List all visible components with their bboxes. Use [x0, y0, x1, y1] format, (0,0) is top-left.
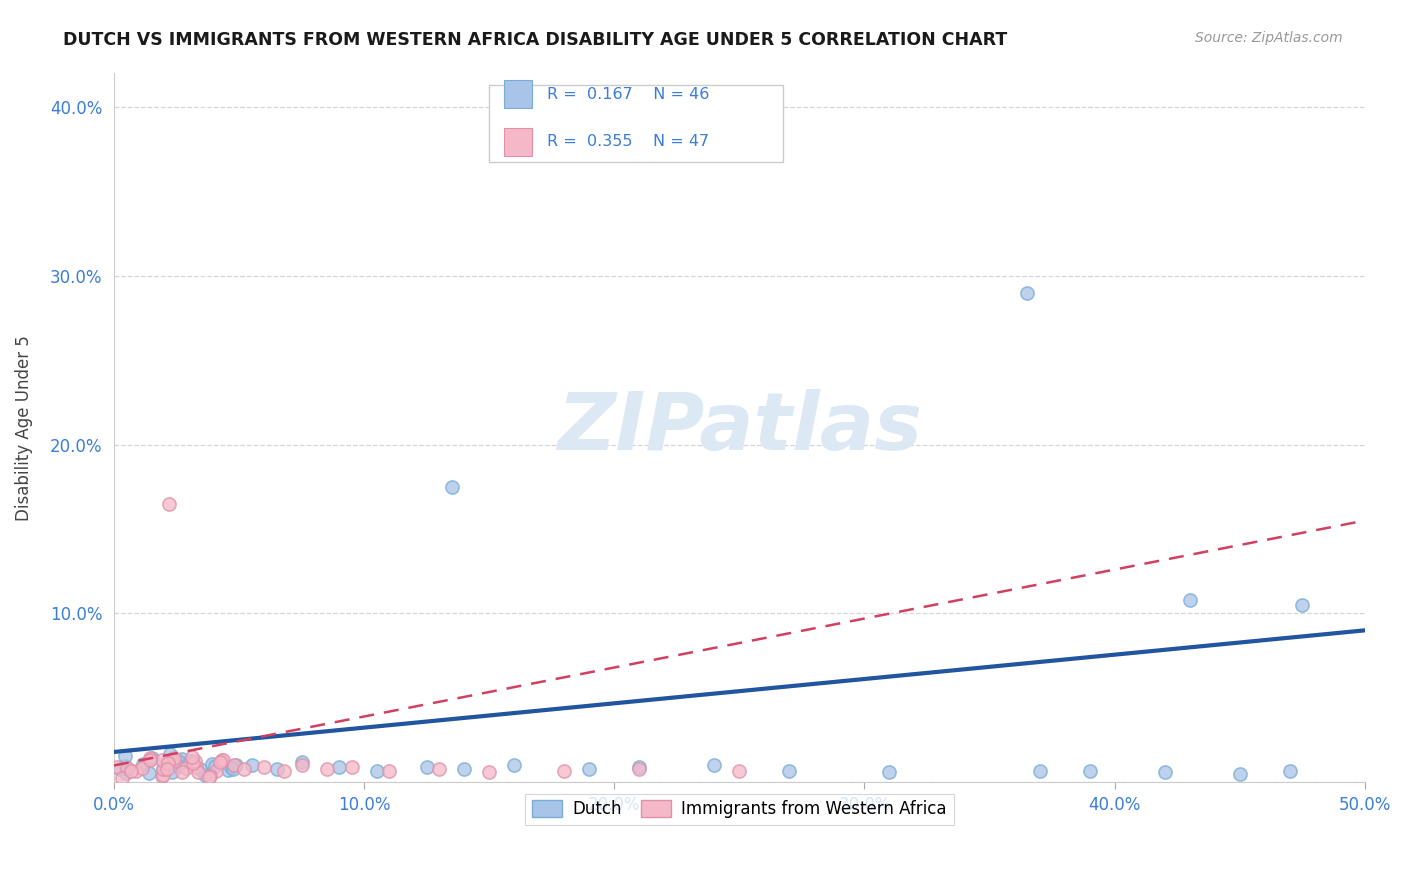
- Point: [150, 753, 173, 767]
- Point: [225, 757, 247, 772]
- Point: [291, 758, 314, 772]
- Point: [328, 760, 350, 774]
- Point: [291, 755, 314, 769]
- Text: Source: ZipAtlas.com: Source: ZipAtlas.com: [1195, 31, 1343, 45]
- Point: [198, 768, 221, 782]
- Point: [138, 766, 160, 780]
- Point: [222, 762, 245, 776]
- Point: [105, 759, 128, 773]
- Point: [233, 762, 256, 776]
- Point: [114, 759, 136, 773]
- Point: [167, 754, 190, 768]
- Point: [114, 765, 136, 780]
- Point: [111, 771, 134, 785]
- Point: [183, 754, 205, 768]
- Point: [453, 762, 475, 776]
- Point: [139, 753, 162, 767]
- FancyBboxPatch shape: [505, 128, 531, 156]
- Point: [152, 768, 174, 782]
- Point: [159, 747, 181, 762]
- Point: [209, 755, 232, 769]
- Point: [1229, 767, 1251, 781]
- Point: [157, 497, 180, 511]
- Point: [222, 758, 245, 772]
- Point: [628, 762, 651, 776]
- Point: [198, 770, 221, 784]
- Point: [152, 762, 174, 776]
- Point: [152, 762, 174, 776]
- Point: [553, 764, 575, 778]
- Point: [160, 764, 183, 779]
- Point: [1278, 764, 1301, 778]
- Point: [141, 751, 163, 765]
- Point: [131, 756, 153, 771]
- Point: [125, 764, 148, 779]
- Point: [204, 759, 226, 773]
- FancyBboxPatch shape: [505, 80, 531, 109]
- Legend: Dutch, Immigrants from Western Africa: Dutch, Immigrants from Western Africa: [526, 794, 953, 825]
- Point: [114, 749, 136, 764]
- Point: [201, 757, 224, 772]
- Point: [139, 751, 162, 765]
- Point: [217, 764, 239, 778]
- Point: [163, 754, 186, 768]
- Point: [1017, 285, 1039, 300]
- Point: [150, 769, 173, 783]
- Point: [503, 758, 526, 772]
- Text: R =  0.355    N = 47: R = 0.355 N = 47: [547, 135, 709, 149]
- Point: [1178, 593, 1201, 607]
- Point: [366, 764, 388, 778]
- Point: [194, 768, 217, 782]
- Text: ZIPatlas: ZIPatlas: [557, 389, 922, 467]
- FancyBboxPatch shape: [489, 85, 783, 161]
- Point: [703, 758, 725, 772]
- Point: [180, 749, 202, 764]
- Point: [188, 762, 211, 776]
- Point: [219, 760, 242, 774]
- Point: [172, 752, 194, 766]
- Point: [211, 753, 233, 767]
- Point: [1291, 598, 1313, 612]
- Point: [340, 760, 363, 774]
- Point: [478, 765, 501, 780]
- Point: [205, 764, 228, 778]
- Point: [184, 760, 207, 774]
- Point: [120, 764, 142, 778]
- Point: [240, 758, 263, 772]
- Text: R =  0.167    N = 46: R = 0.167 N = 46: [547, 87, 709, 102]
- Point: [1078, 764, 1101, 778]
- Point: [266, 762, 288, 776]
- Point: [415, 760, 437, 774]
- Point: [115, 761, 138, 775]
- Point: [728, 764, 751, 778]
- Point: [157, 756, 180, 771]
- Y-axis label: Disability Age Under 5: Disability Age Under 5: [15, 334, 32, 521]
- Point: [378, 764, 401, 778]
- Point: [879, 765, 901, 780]
- Point: [427, 762, 450, 776]
- Point: [1153, 765, 1175, 780]
- Point: [315, 762, 337, 776]
- Point: [108, 763, 131, 777]
- Point: [163, 751, 186, 765]
- Point: [253, 760, 276, 774]
- Point: [1028, 764, 1050, 778]
- Point: [578, 762, 600, 776]
- Point: [156, 755, 179, 769]
- Point: [273, 764, 295, 778]
- Point: [170, 765, 193, 780]
- Point: [131, 761, 153, 775]
- Point: [156, 762, 179, 776]
- Point: [176, 761, 198, 775]
- Point: [628, 760, 651, 774]
- Point: [440, 480, 463, 494]
- Point: [187, 764, 209, 779]
- Point: [179, 754, 201, 768]
- Text: DUTCH VS IMMIGRANTS FROM WESTERN AFRICA DISABILITY AGE UNDER 5 CORRELATION CHART: DUTCH VS IMMIGRANTS FROM WESTERN AFRICA …: [63, 31, 1008, 49]
- Point: [211, 753, 233, 767]
- Point: [181, 756, 204, 770]
- Point: [166, 758, 188, 772]
- Point: [778, 764, 800, 778]
